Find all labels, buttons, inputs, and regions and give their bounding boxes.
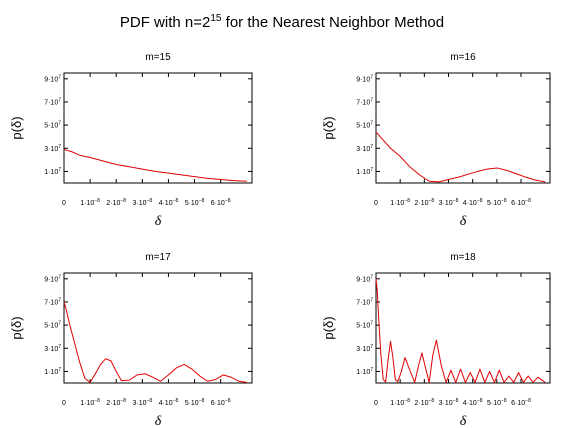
x-tick-label: 0 xyxy=(374,200,378,207)
plot-frame xyxy=(375,72,551,184)
x-tick-label: 1·10−8 xyxy=(390,398,410,407)
y-tick-label: 9·107 xyxy=(356,274,373,283)
x-axis-label: δ xyxy=(460,214,467,229)
plot-frame xyxy=(63,272,253,384)
x-axis-label: δ xyxy=(155,414,162,428)
x-tick-label: 5·10−8 xyxy=(185,398,205,407)
pdf-series-line xyxy=(63,148,247,182)
x-tick-label: 1·10−8 xyxy=(390,198,410,207)
x-tick-label: 4·10−8 xyxy=(463,198,483,207)
x-tick-label: 4·10−8 xyxy=(463,398,483,407)
plot-frame xyxy=(375,272,551,384)
x-tick-label: 5·10−8 xyxy=(487,398,507,407)
x-tick-label: 5·10−8 xyxy=(487,198,507,207)
y-tick-label: 9·107 xyxy=(44,74,61,83)
subplot-title: m=18 xyxy=(450,252,476,263)
x-tick-label: 2·10−8 xyxy=(414,398,434,407)
y-tick-label: 3·107 xyxy=(356,144,373,153)
subplot-title: m=15 xyxy=(145,52,171,63)
x-tick-label: 3·10−8 xyxy=(439,198,459,207)
y-tick-label: 5·107 xyxy=(44,321,61,330)
y-axis-label: p(δ) xyxy=(9,316,24,339)
subplot-grid: m=15 1·107 3·107 5·107 7·107 9·107 0 1·10−8 2·10… xyxy=(9,52,551,428)
x-tick-label: 6·10−8 xyxy=(211,398,231,407)
x-axis-label: δ xyxy=(460,414,467,428)
x-tick-label: 6·10−8 xyxy=(211,198,231,207)
y-tick-label: 5·107 xyxy=(356,121,373,130)
y-tick-label: 1·107 xyxy=(356,167,373,176)
plot-frame xyxy=(63,72,253,184)
x-tick-label: 2·10−8 xyxy=(414,198,434,207)
y-tick-label: 1·107 xyxy=(44,167,61,176)
x-tick-label: 0 xyxy=(62,200,66,207)
y-axis-label: p(δ) xyxy=(321,116,336,139)
figure-title: PDF with n=215 for the Nearest Neighbor … xyxy=(120,13,444,31)
x-tick-label: 2·10−8 xyxy=(106,398,126,407)
x-tick-label: 0 xyxy=(62,400,66,407)
subplot-4: m=18 1·107 3·107 5·107 7·107 9·107 0 1·10−8 2·10… xyxy=(321,252,551,428)
subplot-1: m=15 1·107 3·107 5·107 7·107 9·107 0 1·10−8 2·10… xyxy=(9,52,253,229)
x-tick-label: 4·10−8 xyxy=(159,398,179,407)
y-tick-label: 9·107 xyxy=(44,274,61,283)
y-tick-label: 9·107 xyxy=(356,74,373,83)
y-tick-label: 5·107 xyxy=(44,121,61,130)
x-tick-label: 4·10−8 xyxy=(159,198,179,207)
x-tick-label: 6·10−8 xyxy=(511,198,531,207)
subplot-2: m=16 1·107 3·107 5·107 7·107 9·107 0 1·10−8 2·10… xyxy=(321,52,551,229)
x-tick-label: 1·10−8 xyxy=(80,198,100,207)
y-axis-label: p(δ) xyxy=(9,116,24,139)
y-tick-label: 7·107 xyxy=(356,97,373,106)
x-tick-label: 3·10−8 xyxy=(132,398,152,407)
x-tick-label: 1·10−8 xyxy=(80,398,100,407)
x-tick-label: 2·10−8 xyxy=(106,198,126,207)
subplot-title: m=16 xyxy=(450,52,476,63)
y-tick-label: 7·107 xyxy=(44,297,61,306)
y-tick-label: 3·107 xyxy=(44,344,61,353)
subplot-3: m=17 1·107 3·107 5·107 7·107 9·107 0 1·10−8 2·10… xyxy=(9,252,253,428)
y-axis-label: p(δ) xyxy=(321,316,336,339)
y-tick-label: 3·107 xyxy=(44,144,61,153)
x-axis-label: δ xyxy=(155,214,162,229)
x-tick-label: 3·10−8 xyxy=(132,198,152,207)
y-tick-label: 3·107 xyxy=(356,344,373,353)
pdf-series-line xyxy=(63,301,247,383)
y-tick-label: 7·107 xyxy=(44,97,61,106)
x-tick-label: 6·10−8 xyxy=(511,398,531,407)
y-tick-label: 1·107 xyxy=(44,367,61,376)
x-tick-label: 3·10−8 xyxy=(439,398,459,407)
pdf-series-line xyxy=(375,278,546,383)
y-tick-label: 1·107 xyxy=(356,367,373,376)
x-tick-label: 0 xyxy=(374,400,378,407)
x-tick-label: 5·10−8 xyxy=(185,198,205,207)
y-tick-label: 5·107 xyxy=(356,321,373,330)
y-tick-label: 7·107 xyxy=(356,297,373,306)
subplot-title: m=17 xyxy=(145,252,171,263)
pdf-series-line xyxy=(375,131,546,183)
